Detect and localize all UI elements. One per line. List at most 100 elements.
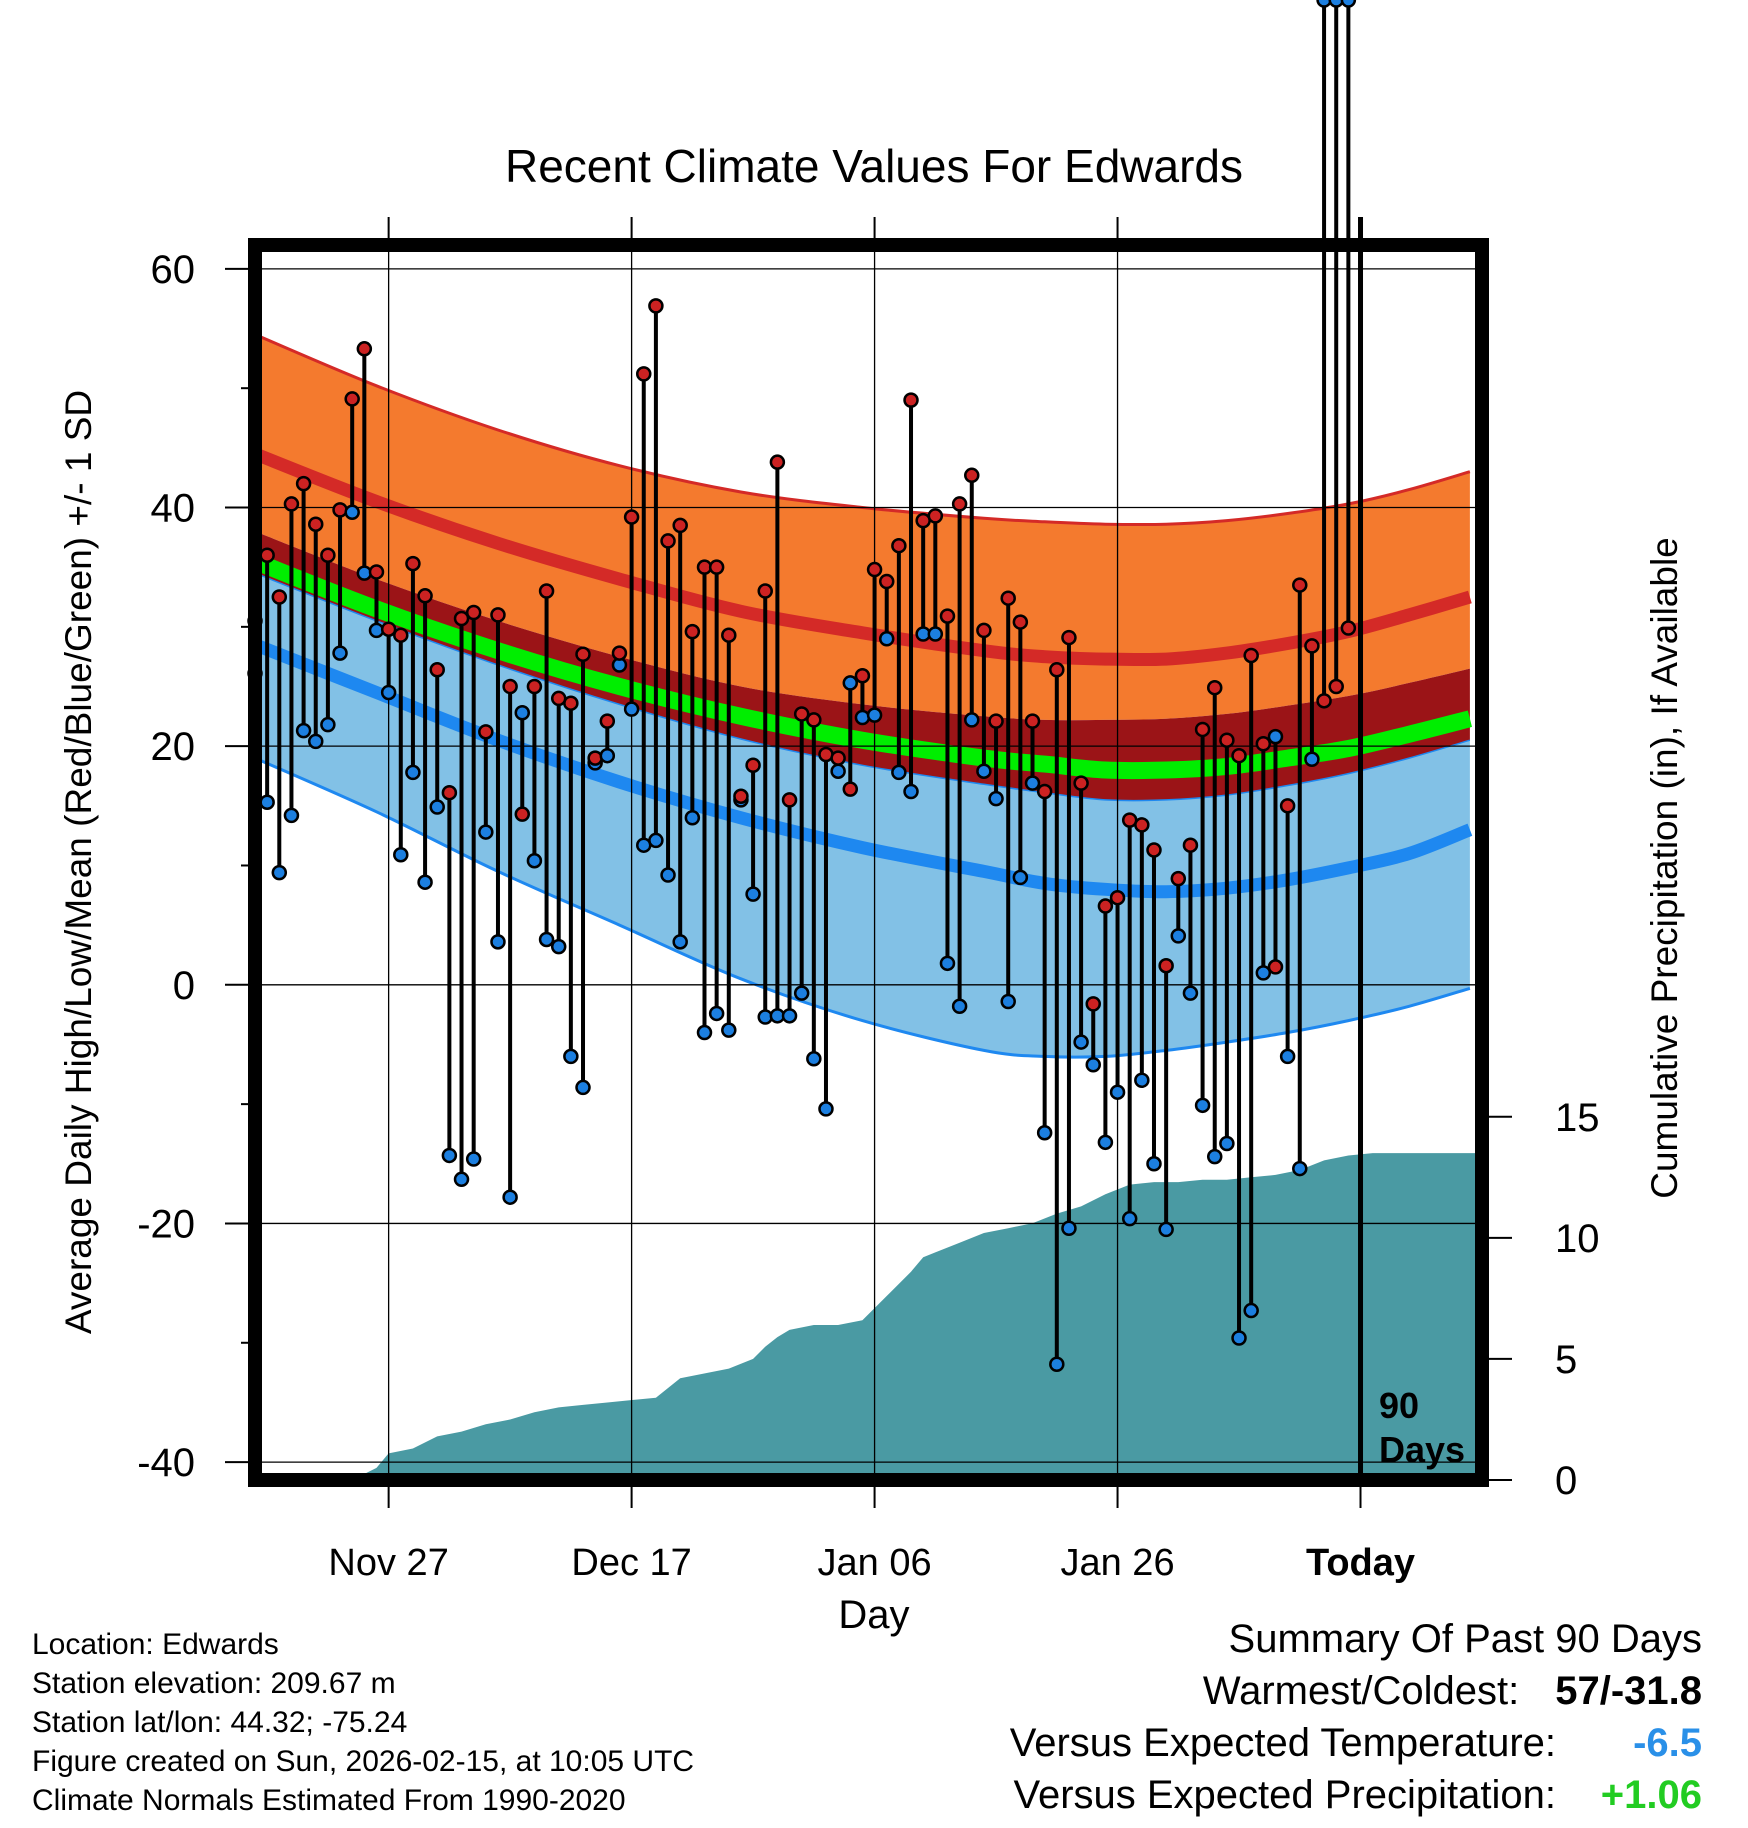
daily-high-point [599,713,616,729]
daily-high-point [441,784,458,801]
daily-high-point [1061,629,1077,646]
daily-high-point [854,668,871,684]
y-tick-label: 0 [173,964,195,1008]
daily-low-point [550,938,567,955]
daily-high-point [538,583,555,599]
daily-high-point [344,391,360,407]
daily-low-point [478,824,494,840]
daily-high-point [1328,678,1344,695]
today-label-days-word: Days [1379,1429,1465,1470]
daily-high-point [964,467,980,484]
daily-high-point [393,627,409,643]
daily-low-point [417,874,433,890]
mean-sd-band [255,531,1470,801]
daily-high-point [417,588,433,604]
daily-low-point [648,832,664,849]
daily-high-point [1073,775,1089,791]
daily-high-point [1340,620,1357,636]
daily-high-point [1219,732,1235,748]
daily-high-point [1024,713,1041,729]
daily-low-point [708,1005,725,1022]
daily-low-point [1097,1134,1114,1151]
daily-high-point [1316,693,1332,709]
daily-low-point [405,764,421,781]
daily-high-point [1109,889,1126,906]
daily-high-point [806,712,822,728]
daily-high-point [866,561,883,578]
daily-high-point [1304,638,1320,654]
daily-low-point [830,763,846,779]
daily-low-point [745,886,761,902]
daily-low-point [441,1147,458,1164]
daily-low-point [1255,965,1272,981]
daily-high-point [1036,783,1053,800]
daily-high-point [745,757,761,774]
daily-low-point [1340,0,1357,8]
daily-high-point [903,392,919,408]
daily-low-point [781,1008,798,1024]
today-label-days-count: 90 [1379,1385,1419,1426]
daily-low-point [721,1022,737,1038]
daily-low-point [538,931,555,948]
plot-border [248,238,1489,1487]
info-elevation: Station elevation: 209.67 m [32,1667,396,1700]
daily-low-point [660,867,676,883]
warmest-coldest-label: Warmest/Coldest: [1202,1669,1520,1713]
daily-low-point [976,763,992,779]
daily-high-point [830,750,846,766]
x-tick-label: Jan 06 [818,1542,932,1584]
daily-high-point [1292,577,1308,593]
daily-high-point [429,662,445,678]
daily-low-point [842,675,859,691]
daily-low-point [271,864,288,881]
daily-low-point [259,794,275,810]
y-tick-label: 40 [151,487,196,531]
daily-high-point [271,589,288,605]
info-normals: Climate Normals Estimated From 1990-2020 [32,1784,626,1817]
daily-low-point [502,1189,518,1205]
high-sd-top-line [254,333,1471,527]
daily-low-point [672,934,688,950]
daily-high-point [1267,959,1284,975]
daily-high-point [1182,837,1199,853]
daily-low-point [1024,775,1041,791]
daily-high-point [514,806,531,822]
daily-low-point [1109,1084,1126,1100]
precip-anomaly-label: Versus Expected Precipitation: [1013,1773,1556,1817]
grid-lines [255,245,1482,1480]
daily-high-point [587,750,603,766]
info-created: Figure created on Sun, 2026-02-15, at 10… [32,1745,695,1778]
daily-high-point [259,547,275,563]
daily-high-point [660,533,676,549]
station-info: Location: Edwards Station elevation: 209… [32,1625,694,1820]
daily-low-point [514,704,531,721]
daily-low-point [1328,0,1344,8]
daily-low-point [1170,928,1187,944]
daily-low-point [283,807,300,824]
daily-low-point [903,783,919,800]
daily-high-point [563,695,579,711]
daily-low-point [1206,1148,1223,1165]
daily-low-point [332,645,348,661]
daily-low-point [1061,1220,1077,1236]
daily-low-point [988,790,1004,807]
daily-high-point [1097,898,1114,914]
daily-high-point [951,496,968,512]
y-tick-label: 20 [151,725,196,769]
y2-tick-label: 5 [1555,1338,1577,1382]
daily-high-point [1012,614,1029,630]
daily-low-point [1219,1135,1235,1152]
daily-low-point [1049,1356,1065,1373]
daily-high-point [320,547,336,563]
daily-low-point [927,626,944,642]
daily-low-point [964,712,980,728]
daily-low-point [1085,1057,1101,1073]
daily-low-point [344,504,360,521]
y-tick-label: 60 [151,248,196,292]
daily-low-point [599,747,616,764]
daily-high-point [793,706,810,722]
x-tick-label: Nov 27 [328,1542,448,1584]
y-tick-label: -40 [137,1441,195,1485]
daily-high-point [405,555,421,572]
summary-precip-row: Versus Expected Precipitation: +1.06 [1010,1769,1702,1821]
